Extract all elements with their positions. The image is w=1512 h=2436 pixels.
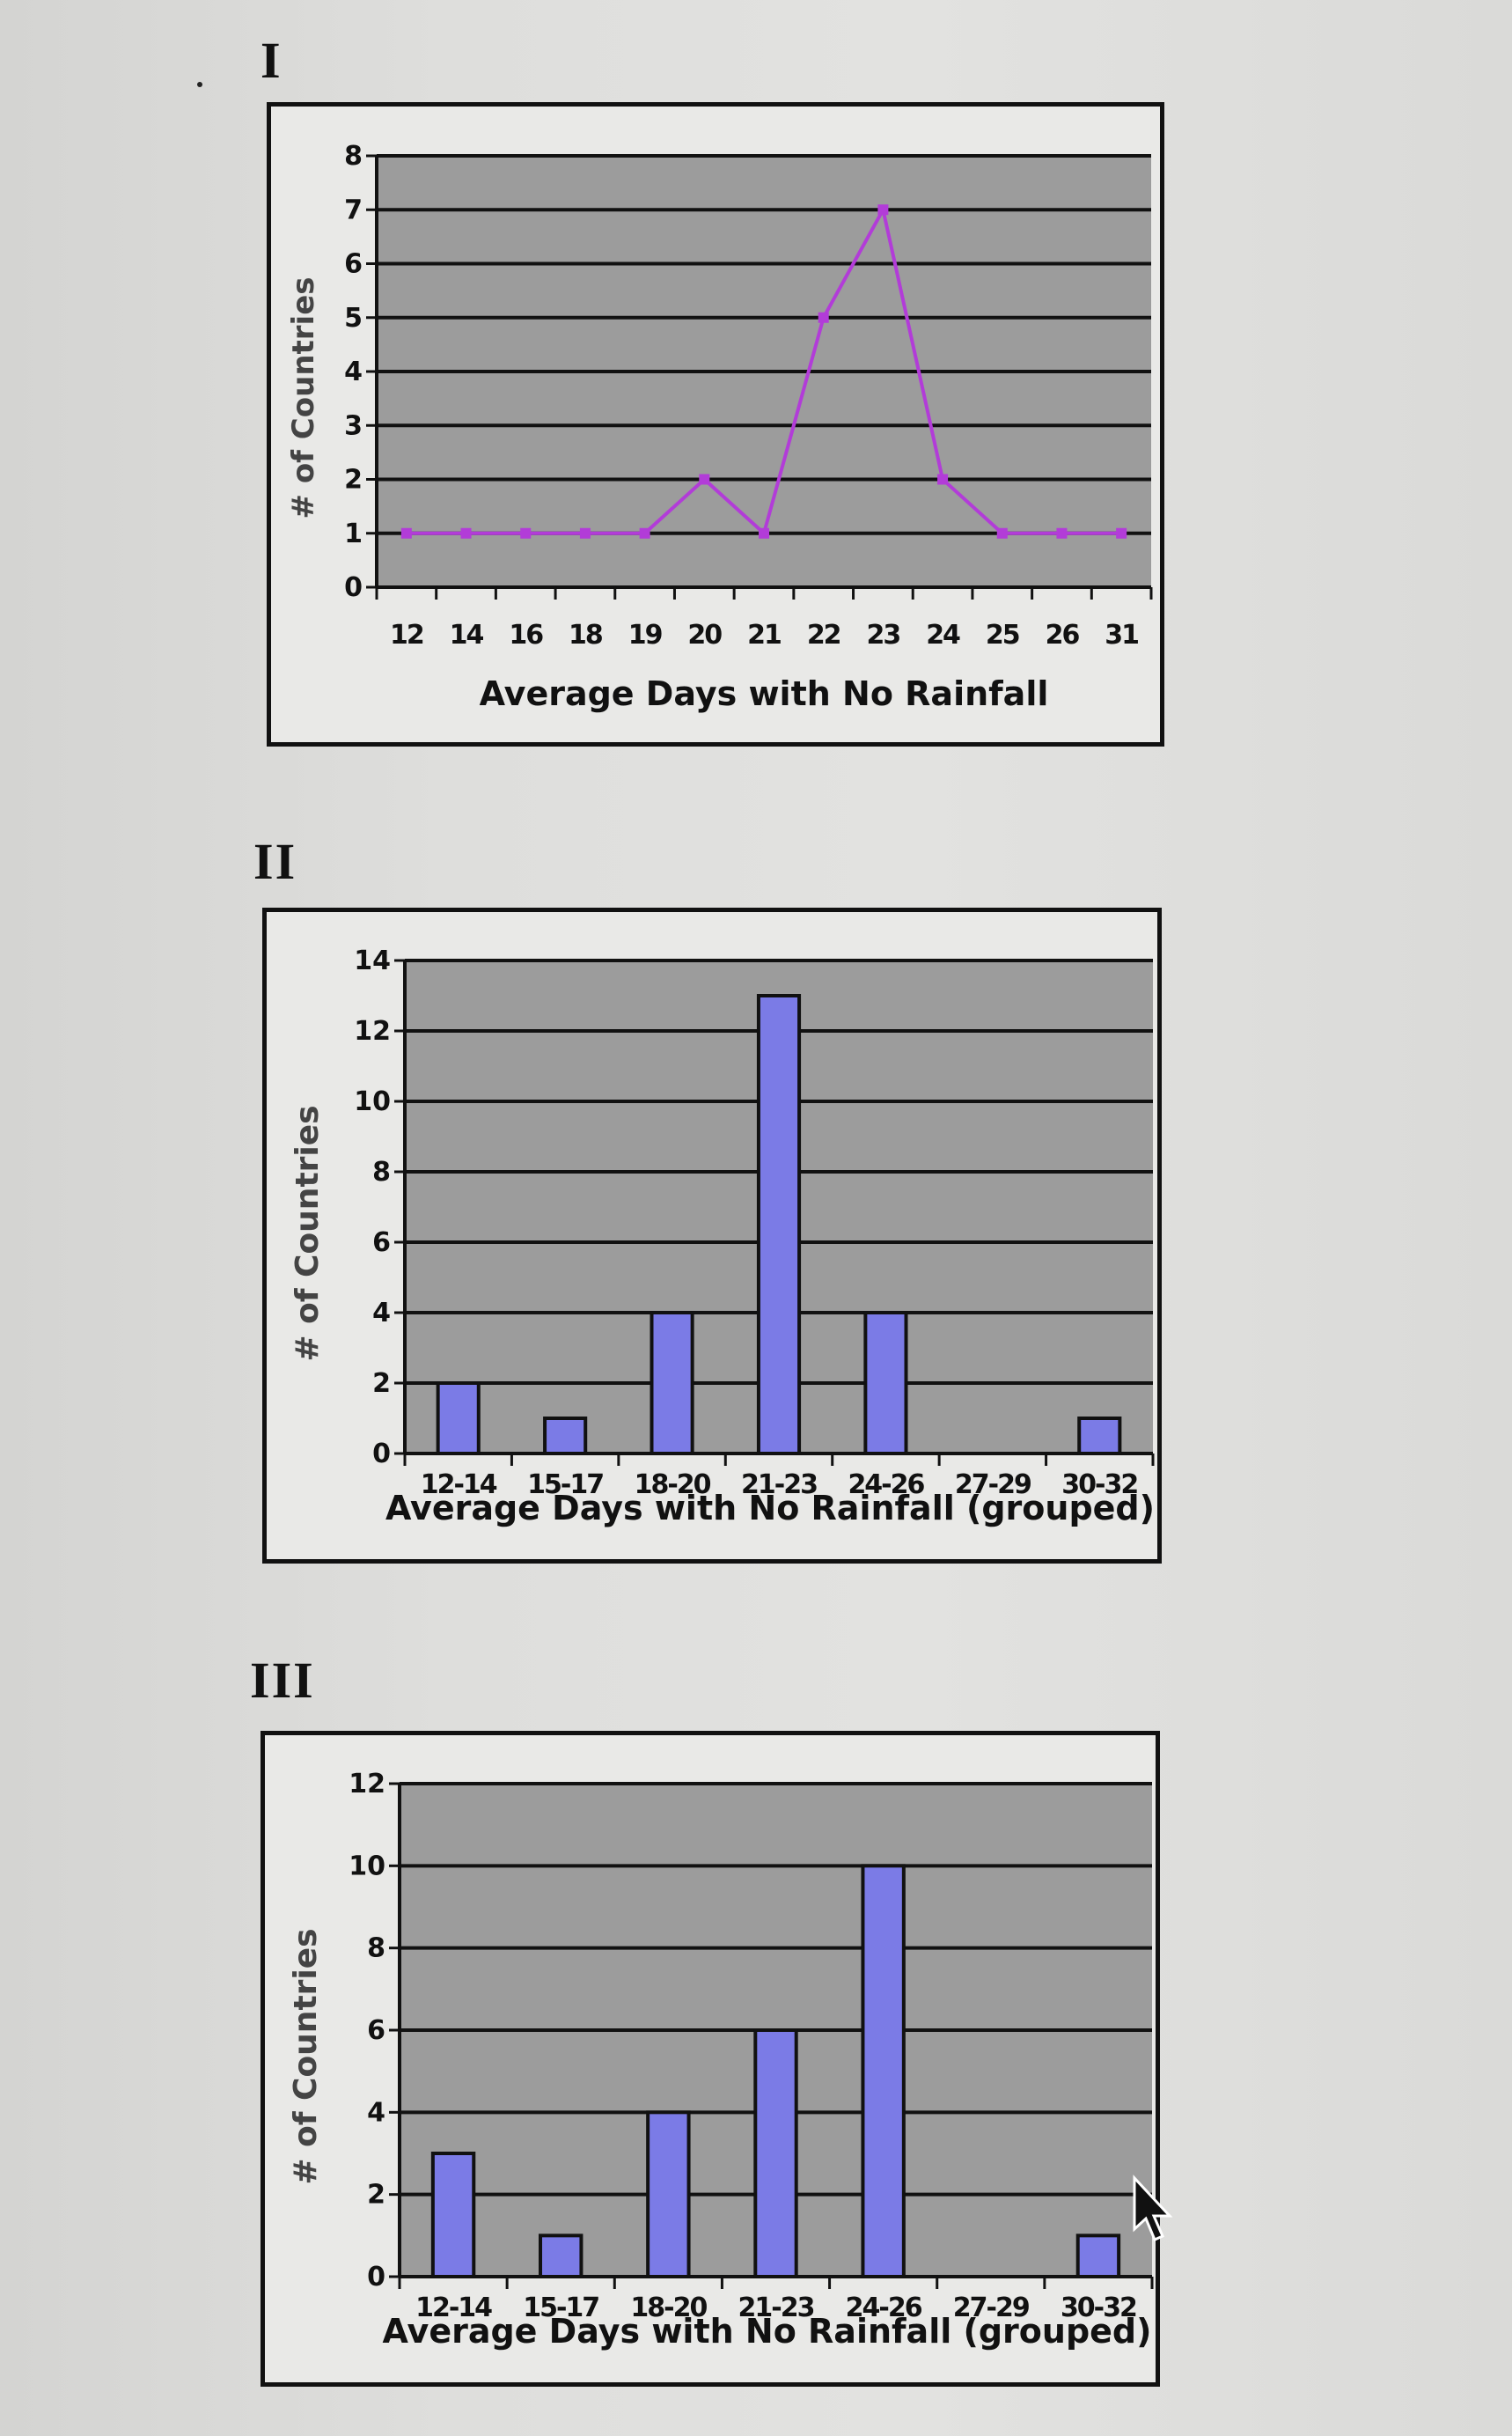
data-point-marker <box>937 474 949 485</box>
y-tick-label: 4 <box>372 1298 391 1328</box>
x-tick-label: 26 <box>1046 620 1080 651</box>
x-tick-label: 30-32 <box>1061 2292 1136 2323</box>
bar <box>436 1381 481 1455</box>
data-point-marker <box>639 527 650 539</box>
data-point-marker <box>877 204 889 216</box>
x-tick-label: 14 <box>450 620 484 651</box>
data-point-marker <box>759 527 769 539</box>
x-tick-label: 18-20 <box>630 2292 707 2323</box>
x-axis-title: Average Days with No Rainfall <box>480 674 1049 713</box>
mouse-pointer-icon <box>1133 2175 1173 2241</box>
x-tick-label: 27-29 <box>955 1469 1031 1500</box>
x-tick-label: 24-26 <box>848 1469 924 1500</box>
data-point-marker <box>579 527 591 539</box>
x-tick-label: 27-29 <box>953 2292 1029 2323</box>
x-tick-label: 23 <box>867 620 900 651</box>
y-tick-label: 1 <box>344 519 363 549</box>
y-tick-label: 8 <box>372 1157 391 1188</box>
x-tick-label: 31 <box>1105 620 1138 651</box>
y-tick-label: 6 <box>372 1227 391 1258</box>
data-point-marker <box>1056 527 1068 539</box>
y-tick-label: 5 <box>344 303 363 334</box>
y-axis-title: # of Countries <box>286 276 321 519</box>
y-tick-label: 8 <box>367 1933 385 1964</box>
x-tick-label: 15-17 <box>523 2292 598 2323</box>
x-tick-label: 21-23 <box>738 2292 814 2323</box>
x-tick-label: 12-14 <box>415 2292 492 2323</box>
bar <box>539 2234 584 2278</box>
x-tick-label: 24-26 <box>846 2292 922 2323</box>
y-axis-title: # of Countries <box>288 1928 324 2184</box>
x-axis-title: Average Days with No Rainfall (grouped) <box>385 1489 1155 1527</box>
data-point-marker <box>1116 527 1127 539</box>
stray-dot <box>197 82 202 87</box>
x-tick-label: 25 <box>986 620 1019 651</box>
bar <box>646 2110 691 2279</box>
y-tick-label: 12 <box>354 1016 391 1047</box>
x-tick-label: 20 <box>687 620 722 651</box>
y-tick-label: 8 <box>344 141 363 172</box>
y-tick-label: 4 <box>344 357 363 387</box>
chart-ii-bar: 0 2 4 6 8 10 12 14 12-14 15-17 18-20 21-23 24-26 27-2… <box>262 908 1162 1564</box>
chart-svg: 0 2 4 6 8 10 12 12-14 15-17 18-20 21-23 24-26 27-29 3… <box>288 1769 1154 2351</box>
chart-label-i: I <box>261 32 283 89</box>
x-tick-label: 18 <box>569 620 603 651</box>
data-point-marker <box>520 527 532 539</box>
y-tick-label: 2 <box>344 465 363 496</box>
x-tick-label: 24 <box>926 620 960 651</box>
chart-label-iii: III <box>250 1652 315 1709</box>
x-tick-label: 22 <box>807 620 840 651</box>
y-tick-label: 6 <box>367 2015 385 2046</box>
chart-i-line: 0 1 2 3 4 5 6 7 8 12 14 16 18 19 20 21 22 23 24 25 26 31 # of … <box>267 102 1164 747</box>
x-tick-label: 16 <box>509 620 543 651</box>
data-point-marker <box>699 474 710 485</box>
bar <box>650 1311 694 1455</box>
bar <box>543 1417 588 1455</box>
x-tick-label: 12-14 <box>421 1469 497 1500</box>
bar <box>861 1864 906 2278</box>
y-tick-label: 7 <box>344 195 363 225</box>
y-tick-label: 12 <box>349 1769 385 1799</box>
bar <box>756 994 802 1455</box>
data-point-marker <box>996 527 1008 539</box>
x-tick-label: 21 <box>747 620 781 651</box>
y-tick-label: 2 <box>372 1368 391 1399</box>
y-tick-label: 0 <box>344 572 363 603</box>
y-tick-label: 14 <box>354 946 391 976</box>
y-axis-title: # of Countries <box>290 1105 326 1361</box>
y-tick-label: 0 <box>367 2262 385 2292</box>
bar <box>1077 1417 1122 1455</box>
x-tick-label: 15-17 <box>527 1469 603 1500</box>
y-tick-label: 10 <box>349 1851 385 1881</box>
x-tick-label: 21-23 <box>741 1469 817 1500</box>
y-tick-label: 3 <box>344 410 363 441</box>
chart-svg: 0 2 4 6 8 10 12 14 12-14 15-17 18-20 21-23 24-26 27-2… <box>290 946 1155 1527</box>
bar <box>430 2152 476 2278</box>
chart-iii-bar: 0 2 4 6 8 10 12 12-14 15-17 18-20 21-23 24-26 27-29 3… <box>261 1731 1160 2387</box>
x-axis-title: Average Days with No Rainfall (grouped) <box>383 2312 1152 2351</box>
y-tick-label: 4 <box>367 2097 385 2128</box>
y-tick-label: 10 <box>354 1086 391 1117</box>
bar <box>863 1311 908 1455</box>
x-tick-label: 12 <box>390 620 423 651</box>
data-point-marker <box>460 527 472 539</box>
x-tick-label: 19 <box>628 620 662 651</box>
x-tick-label: 18-20 <box>635 1469 711 1500</box>
x-tick-label: 30-32 <box>1061 1469 1137 1500</box>
data-point-marker <box>400 527 412 539</box>
bar <box>753 2028 798 2278</box>
y-tick-label: 2 <box>367 2180 385 2211</box>
data-point-marker <box>818 312 829 323</box>
chart-label-ii: II <box>253 833 297 890</box>
y-tick-label: 6 <box>344 249 363 280</box>
bar <box>1075 2234 1121 2278</box>
y-tick-label: 0 <box>372 1439 391 1469</box>
